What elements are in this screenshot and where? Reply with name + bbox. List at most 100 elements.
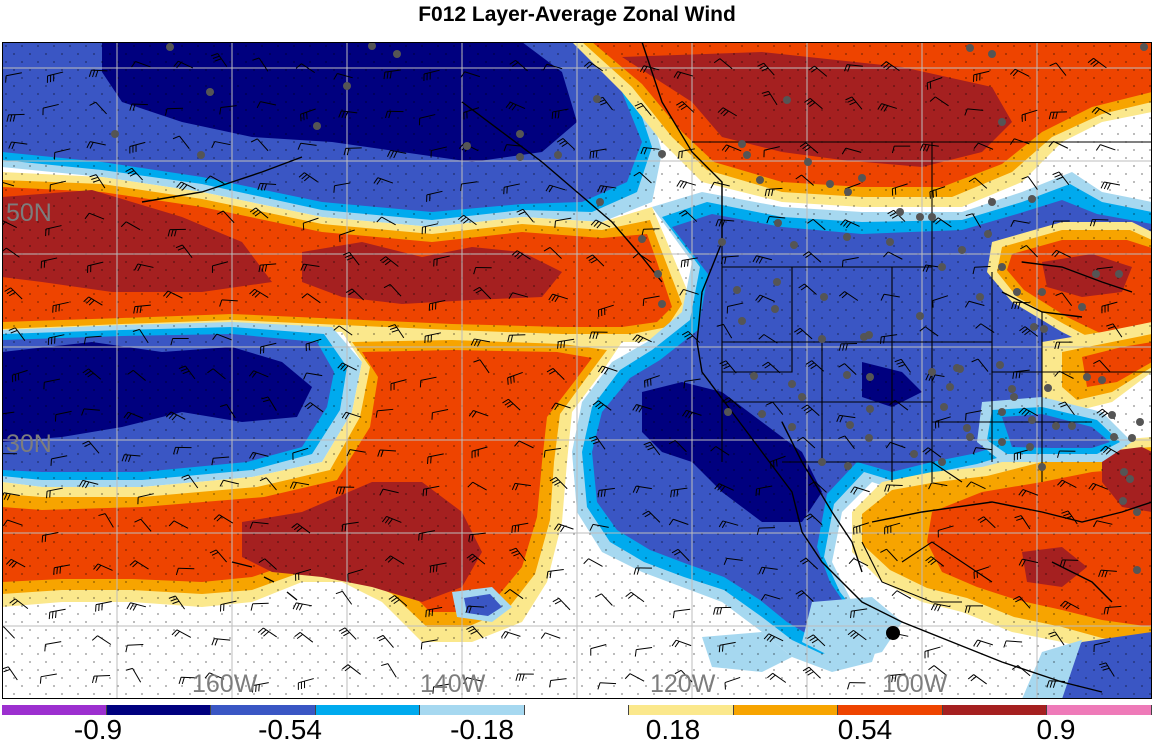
station-dot [790,241,798,249]
colorbar-label-0-9: 0.9 [1037,714,1076,746]
station-dot [343,82,351,90]
station-dot [368,42,376,50]
map-title: F012 Layer-Average Zonal Wind [0,0,1154,36]
station-dot [733,286,741,294]
station-dot [946,383,954,391]
colorbar-label-0-54: 0.54 [838,714,893,746]
station-dot [844,188,852,196]
station-dot [916,312,924,320]
station-dot [1038,288,1046,296]
colorbar-label-neg-0-54: -0.54 [258,714,322,746]
lat-label-30n: 30N [6,430,52,459]
station-dot [865,434,873,442]
station-dot [865,331,873,339]
station-dot [998,118,1006,126]
lon-label-120w: 120W [650,670,715,699]
colorbar-segment [107,705,212,715]
station-dot [596,198,604,206]
map-panel: 50N 30N 160W 140W 120W 100W [2,42,1152,699]
station-dot [313,122,321,130]
station-dot [858,174,866,182]
station-dot [846,421,854,429]
station-dot [988,198,996,206]
station-dot [658,150,666,158]
station-dot [1110,433,1118,441]
station-dot [554,151,562,159]
station-dot [896,208,904,216]
station-dot [758,410,766,418]
station-dot [773,278,781,286]
station-dot [1119,497,1127,505]
station-dot [1140,43,1148,51]
lon-label-100w: 100W [882,670,947,699]
station-dot [1126,475,1134,483]
station-dot [844,462,852,470]
station-dot [963,424,971,432]
station-dot [826,180,834,188]
station-dot [750,372,758,380]
station-dot [756,176,764,184]
station-dot [788,380,796,388]
lon-label-160w: 160W [192,670,257,699]
station-dot [998,408,1006,416]
station-dot [166,43,174,51]
station-dot [1008,385,1016,393]
station-dot [718,238,726,246]
station-dot [1026,443,1034,451]
station-dot [886,238,894,246]
station-dot [197,151,205,159]
highlight-station-marker [886,626,900,640]
station-dot [956,365,964,373]
station-dot [593,95,601,103]
station-dot [738,140,746,148]
station-dot [1028,195,1036,203]
station-dot [774,219,782,227]
station-dot [783,96,791,104]
colorbar-label-neg-0-9: -0.9 [74,714,122,746]
station-dot [111,130,119,138]
station-dot [843,233,851,241]
colorbar-segment [525,705,630,715]
station-dot [1108,411,1116,419]
station-dot [1128,434,1136,442]
station-dot [516,130,524,138]
station-dot [1052,422,1060,430]
station-dot [938,263,946,271]
station-dot [516,153,524,161]
station-dot [928,368,936,376]
station-dot [1092,270,1100,278]
station-dot [820,293,828,301]
colorbar-segment [734,705,839,715]
station-dot [1044,384,1052,392]
station-dot [1133,566,1141,574]
station-dot [966,433,974,441]
station-dot [984,230,992,238]
station-dot [771,305,779,313]
station-dot [976,293,984,301]
station-dot [1078,303,1086,311]
station-dot [1115,270,1123,278]
station-dot [958,246,966,254]
lon-label-140w: 140W [420,670,485,699]
station-dot [206,88,214,96]
colorbar-segment [316,705,421,715]
station-dot [966,44,974,52]
station-dot [1068,422,1076,430]
station-dot [804,158,812,166]
station-dot [998,438,1006,446]
station-dot [463,142,471,150]
station-dot [798,393,806,401]
colorbar-segment [943,705,1048,715]
station-dot [818,335,826,343]
station-dot [910,450,918,458]
station-dot [1133,508,1141,516]
station-dot [788,423,796,431]
colorbar-label-0-18: 0.18 [646,714,701,746]
station-dot [654,270,662,278]
station-dot [738,317,746,325]
station-dot [743,151,751,159]
station-dot [1010,393,1018,401]
lat-label-50n: 50N [6,199,52,228]
station-dot [998,263,1006,271]
station-dot [928,213,936,221]
